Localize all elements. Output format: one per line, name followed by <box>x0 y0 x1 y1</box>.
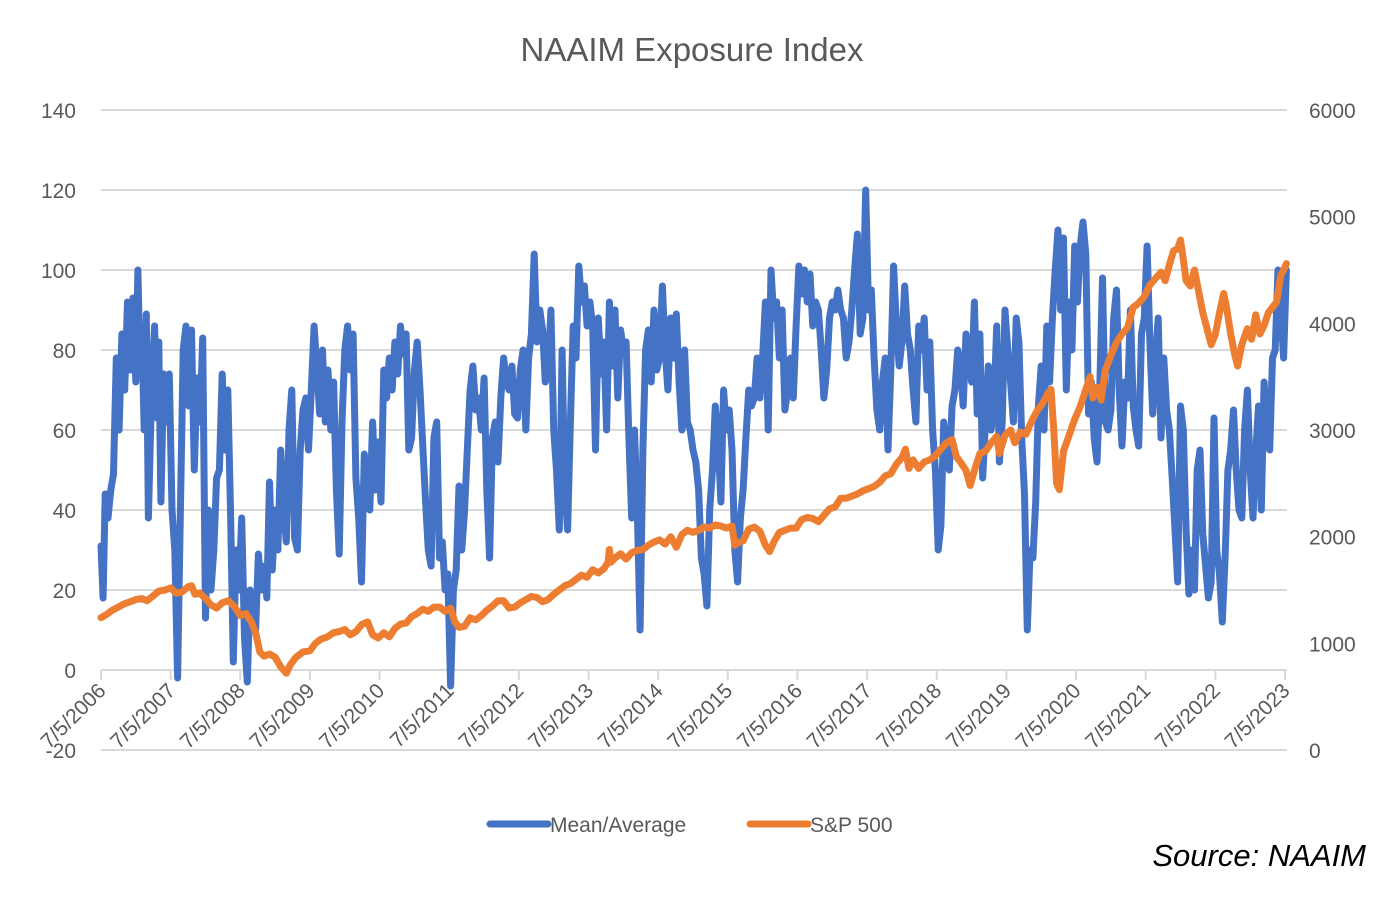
x-tick-labels: 7/5/20067/5/20077/5/20087/5/20097/5/2010… <box>36 679 1294 753</box>
y2-tick-label: 2000 <box>1309 527 1356 550</box>
x-tick-label: 7/5/2010 <box>315 679 389 753</box>
x-tick-label: 7/5/2007 <box>106 679 180 753</box>
series-line-mean-average <box>97 186 1290 690</box>
x-tick-label: 7/5/2020 <box>1012 679 1086 753</box>
x-tick-label: 7/5/2021 <box>1081 679 1155 753</box>
x-tick-label: 7/5/2017 <box>803 679 877 753</box>
y-tick-label: 0 <box>64 660 76 683</box>
y-tick-label: 120 <box>41 180 76 203</box>
y2-tick-label: 0 <box>1309 740 1321 763</box>
legend: Mean/Average S&P 500 <box>486 814 893 837</box>
y-tick-label: 60 <box>53 420 76 443</box>
legend-label: S&P 500 <box>810 814 893 837</box>
x-tick-label: 7/5/2019 <box>942 679 1016 753</box>
x-tick-label: 7/5/2023 <box>1220 679 1294 753</box>
y-tick-label: -20 <box>46 740 76 763</box>
x-tick-label: 7/5/2015 <box>663 679 737 753</box>
y-axis-right: 0 1000 2000 3000 4000 5000 6000 <box>1309 100 1356 763</box>
x-tick-label: 7/5/2022 <box>1151 679 1225 753</box>
y-tick-label: 20 <box>53 580 76 603</box>
series-group <box>97 186 1290 690</box>
y2-tick-label: 5000 <box>1309 207 1356 230</box>
chart-title: NAAIM Exposure Index <box>521 31 864 68</box>
y-tick-label: 40 <box>53 500 76 523</box>
y-axis-left: -20 0 20 40 60 80 100 120 140 <box>41 100 76 763</box>
x-tick-label: 7/5/2016 <box>733 679 807 753</box>
y-tick-label: 80 <box>53 340 76 363</box>
x-tick-label: 7/5/2008 <box>176 679 250 753</box>
x-tick-label: 7/5/2014 <box>594 679 668 753</box>
y2-tick-label: 6000 <box>1309 100 1356 123</box>
series-line-sp500 <box>97 236 1290 677</box>
x-tick-label: 7/5/2012 <box>454 679 528 753</box>
x-tick-label: 7/5/2009 <box>245 679 319 753</box>
x-axis <box>100 669 1287 680</box>
x-tick-label: 7/5/2013 <box>524 679 598 753</box>
x-tick-label: 7/5/2018 <box>872 679 946 753</box>
y2-tick-label: 4000 <box>1309 313 1356 336</box>
y2-tick-label: 1000 <box>1309 633 1356 656</box>
y-tick-label: 100 <box>41 260 76 283</box>
x-tick-label: 7/5/2011 <box>386 679 459 752</box>
source-note: Source: NAAIM <box>1152 838 1366 873</box>
y2-tick-label: 3000 <box>1309 420 1356 443</box>
y-tick-label: 140 <box>41 100 76 123</box>
legend-label: Mean/Average <box>550 814 686 837</box>
